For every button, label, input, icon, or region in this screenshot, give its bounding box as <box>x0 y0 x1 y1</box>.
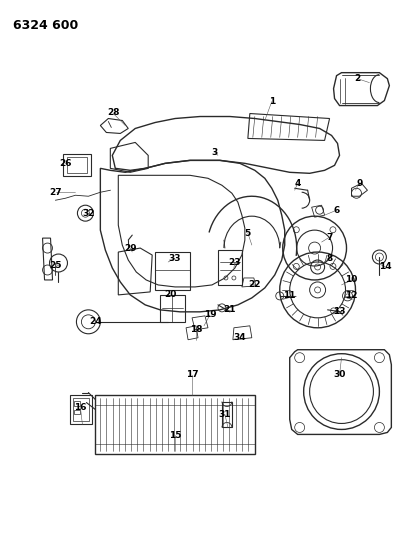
Text: 4: 4 <box>295 179 301 188</box>
Text: 9: 9 <box>356 179 363 188</box>
Text: 7: 7 <box>326 232 333 241</box>
Text: 29: 29 <box>124 244 137 253</box>
Text: 18: 18 <box>190 325 202 334</box>
Text: 1: 1 <box>268 97 275 106</box>
Bar <box>155 252 190 290</box>
Text: 6: 6 <box>333 206 340 215</box>
Text: 20: 20 <box>164 290 176 300</box>
Bar <box>74 409 80 415</box>
Bar <box>67 157 87 173</box>
Bar <box>160 295 185 322</box>
Text: 12: 12 <box>345 292 358 301</box>
Text: 24: 24 <box>89 317 102 326</box>
Text: 13: 13 <box>333 308 346 317</box>
Bar <box>64 155 91 176</box>
Bar <box>74 400 80 406</box>
Text: 27: 27 <box>49 188 62 197</box>
Bar <box>95 394 255 454</box>
Text: 8: 8 <box>326 254 333 263</box>
Text: 19: 19 <box>204 310 216 319</box>
Text: 34: 34 <box>233 333 246 342</box>
Text: 11: 11 <box>284 292 296 301</box>
Text: 25: 25 <box>49 261 62 270</box>
Text: 26: 26 <box>59 159 72 168</box>
Text: 23: 23 <box>228 257 241 266</box>
Text: 32: 32 <box>82 209 95 217</box>
Text: 31: 31 <box>219 410 231 419</box>
Bar <box>222 401 232 427</box>
Text: 21: 21 <box>224 305 236 314</box>
Text: 17: 17 <box>186 370 198 379</box>
Text: 16: 16 <box>74 403 86 412</box>
Text: 28: 28 <box>107 108 120 117</box>
Bar <box>71 394 92 424</box>
Text: 15: 15 <box>169 431 181 440</box>
Text: 30: 30 <box>333 370 346 379</box>
Bar <box>73 398 89 422</box>
Text: 22: 22 <box>248 280 261 289</box>
Text: 3: 3 <box>212 148 218 157</box>
Text: 6324 600: 6324 600 <box>13 19 78 32</box>
Text: 14: 14 <box>379 262 392 271</box>
Text: 10: 10 <box>345 276 358 285</box>
Text: 5: 5 <box>245 229 251 238</box>
Text: 33: 33 <box>169 254 181 263</box>
Bar <box>218 250 242 285</box>
Text: 2: 2 <box>355 74 361 83</box>
